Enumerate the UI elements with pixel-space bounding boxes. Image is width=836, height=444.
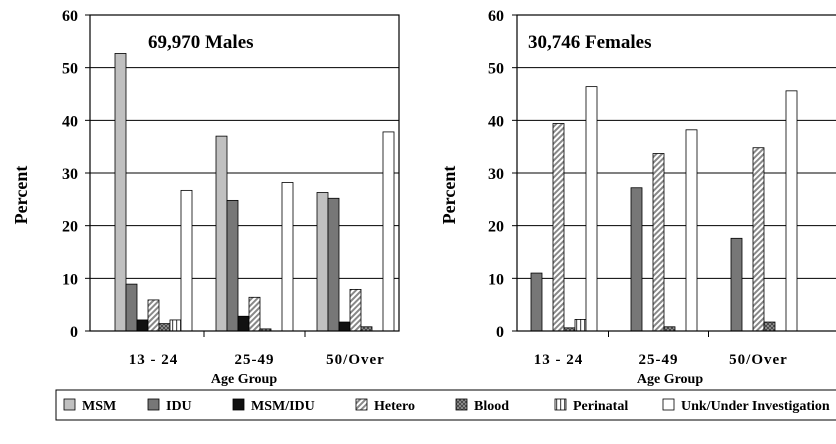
x-tick-label: 13 - 24	[129, 352, 179, 368]
bar-hetero	[147, 299, 160, 332]
legend-swatch	[455, 398, 468, 411]
y-tick-label: 40	[488, 113, 504, 130]
bar-hetero	[752, 147, 765, 332]
bar-unk-under-investigation	[180, 189, 193, 332]
legend-swatch	[662, 398, 675, 411]
bars	[530, 86, 798, 332]
y-tick-label: 10	[488, 271, 504, 288]
x-tick-label: 13 - 24	[534, 352, 584, 368]
bar-idu	[730, 237, 743, 332]
legend-swatch	[355, 398, 368, 411]
y-tick-label: 30	[62, 166, 78, 183]
y-tick-label: 30	[488, 166, 504, 183]
bars	[114, 53, 395, 332]
bar-hetero	[349, 288, 362, 332]
y-axis-label: Percent	[11, 166, 31, 225]
y-tick-label: 50	[62, 61, 78, 78]
bar-blood	[763, 321, 776, 332]
y-tick-label: 60	[488, 8, 504, 25]
y-axis-label: Percent	[439, 166, 459, 225]
legend-swatch	[554, 398, 567, 411]
bar-idu	[125, 283, 138, 332]
legend-swatch	[232, 398, 245, 411]
y-tick-label: 60	[62, 8, 78, 25]
y-tick-label: 20	[488, 219, 504, 236]
chart-panel-females: Percent 0 10 20 30 40 50 60 13 - 24 25-49 50/Ove…	[439, 8, 836, 387]
x-tick-label: 50/Over	[729, 352, 788, 368]
x-tick-label: 50/Over	[326, 352, 385, 368]
legend-label: MSM	[82, 399, 116, 414]
bar-unk-under-investigation	[785, 90, 798, 332]
x-tick-labels: 13 - 24 25-49 50/Over	[534, 331, 788, 368]
bar-msm	[316, 192, 329, 332]
bar-msm-idu	[338, 321, 351, 332]
legend-label: Hetero	[374, 399, 415, 414]
bar-unk-under-investigation	[585, 86, 598, 332]
y-tick-label: 0	[496, 324, 504, 341]
bar-unk-under-investigation	[281, 182, 294, 332]
legend-label: Unk/Under Investigation	[681, 399, 830, 414]
bar-idu	[327, 197, 340, 332]
x-tick-label: 25-49	[639, 352, 679, 368]
bar-blood	[158, 323, 171, 332]
plot-frame	[89, 14, 400, 332]
legend-label: Blood	[474, 399, 509, 414]
legend-box	[55, 389, 836, 421]
bar-blood	[663, 326, 676, 332]
bar-perinatal	[169, 319, 182, 332]
bar-idu	[530, 272, 543, 332]
gridlines	[90, 67, 399, 279]
chart-panel-males: Percent 0 10 20 30 40 50 60 13 - 24 25-49 50/Ove…	[11, 8, 400, 387]
y-tick-label: 20	[62, 219, 78, 236]
legend-swatch	[147, 398, 160, 411]
bar-idu	[226, 199, 239, 332]
bar-msm-idu	[136, 319, 149, 332]
bar-msm	[215, 135, 228, 332]
x-axis-label: Age Group	[637, 372, 703, 387]
chart-title: 69,970 Males	[148, 32, 254, 53]
legend-label: MSM/IDU	[251, 399, 315, 414]
bar-hetero	[652, 153, 665, 332]
chart-title: 30,746 Females	[528, 32, 651, 53]
legend-label: IDU	[166, 399, 192, 414]
y-tick-label: 0	[70, 324, 78, 341]
y-tick-label: 10	[62, 271, 78, 288]
y-tick-labels: 0 10 20 30 40 50 60	[488, 8, 517, 341]
plot-frame	[516, 14, 836, 332]
y-tick-labels: 0 10 20 30 40 50 60	[62, 8, 90, 341]
bar-perinatal	[574, 319, 587, 332]
legend-swatch	[63, 398, 76, 411]
x-tick-label: 25-49	[235, 352, 275, 368]
bar-hetero	[248, 296, 261, 332]
bar-blood	[360, 326, 373, 332]
legend-label: Perinatal	[573, 399, 628, 414]
bar-msm-idu	[237, 315, 250, 332]
bar-unk-under-investigation	[685, 129, 698, 332]
x-axis-label: Age Group	[211, 372, 277, 387]
bar-hetero	[552, 123, 565, 332]
y-tick-label: 50	[488, 61, 504, 78]
bar-msm	[114, 53, 127, 332]
y-tick-label: 40	[62, 113, 78, 130]
x-tick-labels: 13 - 24 25-49 50/Over	[129, 331, 385, 368]
bar-unk-under-investigation	[382, 131, 395, 332]
legend: MSM IDU MSM/IDU Hetero Blood Perinatal Unk/Und…	[55, 389, 836, 421]
bar-idu	[630, 187, 643, 332]
